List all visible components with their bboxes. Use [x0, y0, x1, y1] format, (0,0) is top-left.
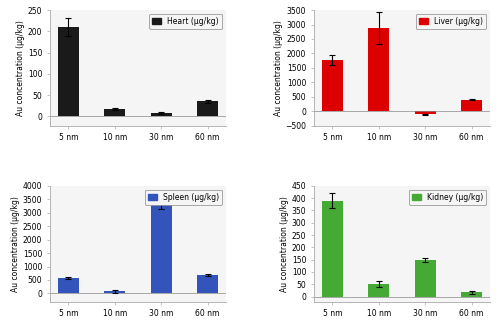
Y-axis label: Au concentration (μg/kg): Au concentration (μg/kg) — [16, 20, 25, 116]
Bar — [322, 201, 343, 296]
Bar — [58, 278, 79, 293]
Bar — [151, 113, 172, 116]
Bar — [461, 292, 482, 296]
Bar — [104, 291, 125, 293]
Legend: Kidney (μg/kg): Kidney (μg/kg) — [408, 190, 486, 205]
Bar — [58, 27, 79, 116]
Bar — [151, 203, 172, 293]
Bar — [415, 111, 436, 114]
Bar — [461, 100, 482, 111]
Bar — [368, 28, 389, 111]
Y-axis label: Au concentration (μg/kg): Au concentration (μg/kg) — [280, 196, 289, 291]
Bar — [415, 260, 436, 296]
Bar — [197, 275, 218, 293]
Bar — [104, 109, 125, 116]
Legend: Liver (μg/kg): Liver (μg/kg) — [416, 14, 486, 29]
Y-axis label: Au concentration (μg/kg): Au concentration (μg/kg) — [11, 196, 20, 291]
Bar — [322, 60, 343, 111]
Bar — [197, 102, 218, 116]
Legend: Heart (μg/kg): Heart (μg/kg) — [149, 14, 222, 29]
Y-axis label: Au concentration (μg/kg): Au concentration (μg/kg) — [274, 20, 282, 116]
Legend: Spleen (μg/kg): Spleen (μg/kg) — [144, 190, 222, 205]
Bar — [368, 284, 389, 296]
